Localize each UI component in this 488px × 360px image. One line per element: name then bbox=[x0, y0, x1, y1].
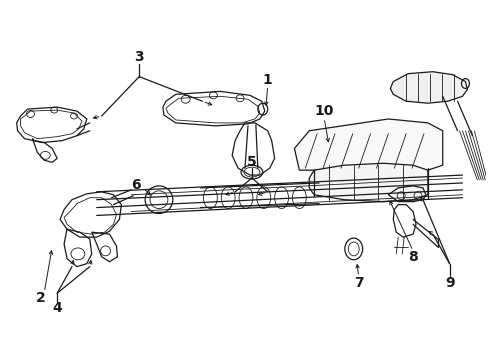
Polygon shape bbox=[294, 119, 442, 170]
Text: 4: 4 bbox=[52, 301, 62, 315]
Text: 9: 9 bbox=[444, 276, 453, 291]
Polygon shape bbox=[308, 163, 427, 202]
Text: 8: 8 bbox=[407, 250, 417, 264]
Text: 10: 10 bbox=[314, 104, 333, 118]
Text: 5: 5 bbox=[246, 155, 256, 169]
Text: 1: 1 bbox=[263, 73, 272, 86]
Text: 3: 3 bbox=[134, 50, 144, 64]
Text: 2: 2 bbox=[36, 291, 45, 305]
Polygon shape bbox=[389, 72, 467, 103]
Text: 6: 6 bbox=[131, 178, 141, 192]
Text: 7: 7 bbox=[353, 276, 363, 291]
